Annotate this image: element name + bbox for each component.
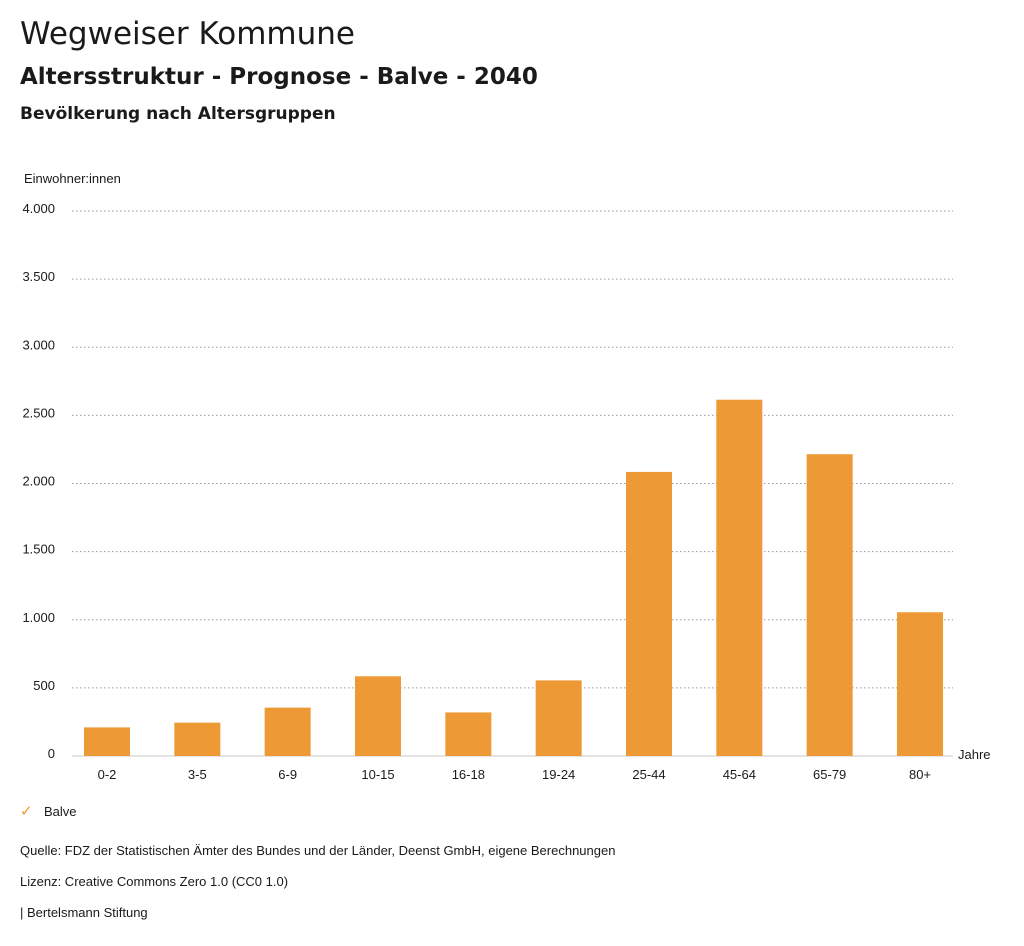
source-note: Quelle: FDZ der Statistischen Ämter des … xyxy=(20,843,616,858)
x-tick-label: 25-44 xyxy=(632,767,665,782)
y-tick-label: 1.500 xyxy=(22,542,55,557)
x-tick-label: 16-18 xyxy=(452,767,485,782)
bar-45-64 xyxy=(716,399,763,756)
bar-65-79 xyxy=(806,454,853,756)
checkmark-icon: ✓ xyxy=(20,803,33,820)
x-tick-label: 10-15 xyxy=(361,767,394,782)
x-tick-label: 65-79 xyxy=(813,767,846,782)
y-tick-label: 3.000 xyxy=(22,337,55,352)
x-tick-label: 80+ xyxy=(909,767,931,782)
legend-item-balve[interactable]: ✓ Balve xyxy=(20,802,77,820)
y-tick-label: 1.000 xyxy=(22,610,55,625)
license-note: Lizenz: Creative Commons Zero 1.0 (CC0 1… xyxy=(20,874,289,889)
bar-16-18 xyxy=(445,712,492,756)
publisher-note: | Bertelsmann Stiftung xyxy=(20,905,148,920)
x-tick-label: 19-24 xyxy=(542,767,575,782)
bar-3-5 xyxy=(174,722,221,756)
legend-label: Balve xyxy=(44,803,77,819)
x-tick-label: 0-2 xyxy=(98,767,117,782)
bar-80+ xyxy=(897,612,943,756)
y-tick-label: 3.500 xyxy=(22,269,55,284)
bar-0-2 xyxy=(84,727,130,756)
x-tick-label: 3-5 xyxy=(188,767,207,782)
page-title: Wegweiser Kommune xyxy=(20,16,355,52)
chart-section-title: Bevölkerung nach Altersgruppen xyxy=(20,104,336,124)
x-tick-label: 45-64 xyxy=(723,767,756,782)
bar-chart: Einwohner:innen 0 500 1.000 1.500 2.000 2.500 3… xyxy=(22,171,991,782)
chart-subtitle: Altersstruktur - Prognose - Balve - 2040 xyxy=(20,64,538,90)
bar-19-24 xyxy=(535,680,582,756)
y-tick-label: 500 xyxy=(33,678,55,693)
y-tick-label: 0 xyxy=(48,746,55,761)
x-tick-label: 6-9 xyxy=(278,767,297,782)
y-tick-label: 2.000 xyxy=(22,474,55,489)
x-axis-label: Jahre xyxy=(958,747,991,762)
y-axis-label: Einwohner:innen xyxy=(24,171,121,186)
bar-6-9 xyxy=(264,707,311,756)
bar-10-15 xyxy=(355,676,401,756)
y-tick-label: 4.000 xyxy=(22,201,55,216)
bar-25-44 xyxy=(626,471,672,756)
y-tick-label: 2.500 xyxy=(22,405,55,420)
